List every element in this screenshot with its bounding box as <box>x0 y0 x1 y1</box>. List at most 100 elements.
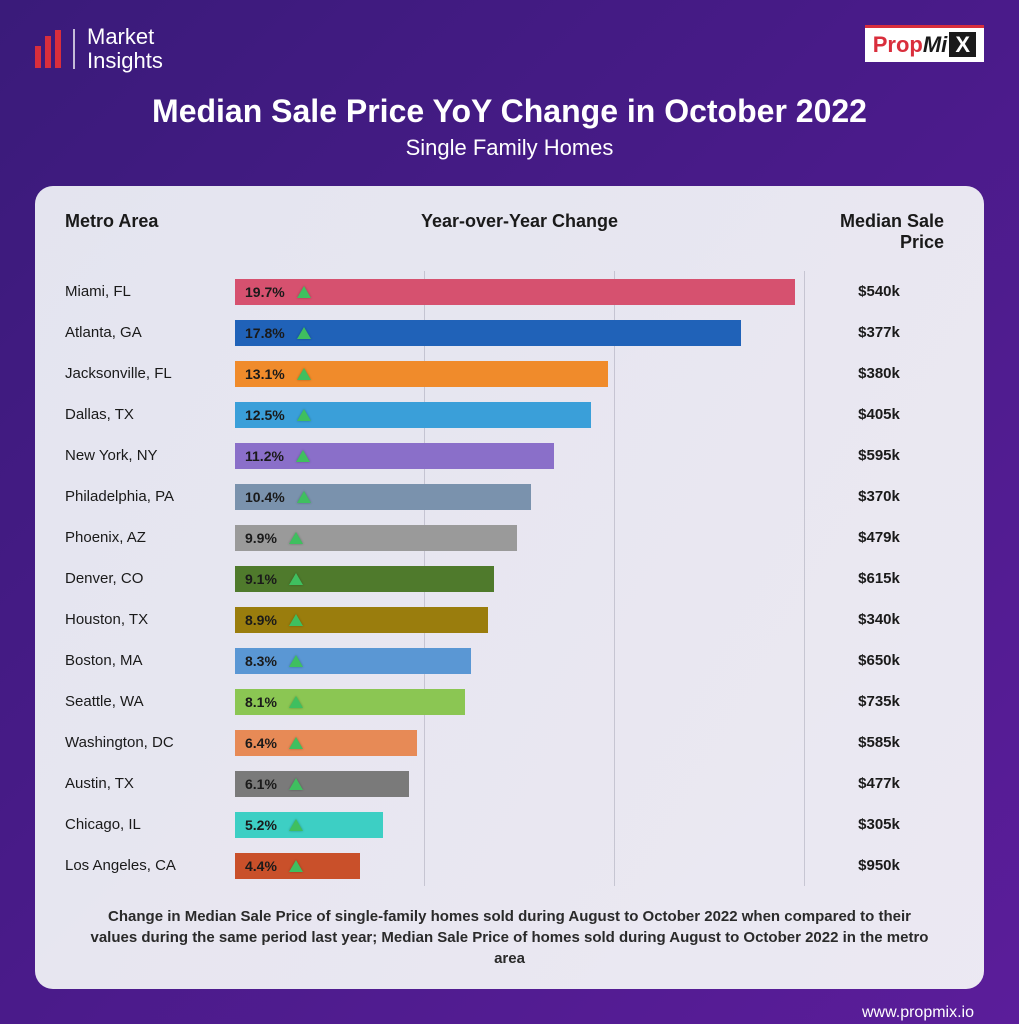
logo-x: X <box>949 32 976 57</box>
metro-label: New York, NY <box>65 447 235 464</box>
chart-row: Philadelphia, PA10.4%$370k <box>65 476 954 517</box>
bar-value: 17.8% <box>245 325 285 341</box>
logo-prop: Prop <box>873 32 923 57</box>
chart-row: Denver, CO 9.1% $615k <box>65 558 954 599</box>
price-value: $377k <box>804 324 954 341</box>
bar: 8.3% <box>235 648 471 674</box>
price-value: $540k <box>804 283 954 300</box>
bar-value: 11.2% <box>245 448 284 464</box>
header-change: Year-over-Year Change <box>235 211 804 253</box>
bar-cell: 10.4% <box>235 484 804 510</box>
bar-value: 10.4% <box>245 489 285 505</box>
up-arrow-icon <box>297 491 311 503</box>
up-arrow-icon <box>289 614 303 626</box>
price-value: $340k <box>804 611 954 628</box>
bar-cell: 17.8% <box>235 320 804 346</box>
price-value: $585k <box>804 734 954 751</box>
bar: 5.2% <box>235 812 383 838</box>
price-value: $380k <box>804 365 954 382</box>
bar-value: 5.2% <box>245 817 277 833</box>
metro-label: Phoenix, AZ <box>65 529 235 546</box>
up-arrow-icon <box>289 655 303 667</box>
bar: 6.4% <box>235 730 417 756</box>
bar-value: 13.1% <box>245 366 285 382</box>
bar: 17.8% <box>235 320 741 346</box>
bar-value: 8.1% <box>245 694 277 710</box>
up-arrow-icon <box>289 860 303 872</box>
bar-cell: 8.9% <box>235 607 804 633</box>
up-arrow-icon <box>297 327 311 339</box>
chart-row: Phoenix, AZ9.9%$479k <box>65 517 954 558</box>
price-value: $595k <box>804 447 954 464</box>
logo-bars-icon <box>35 30 61 68</box>
metro-label: Seattle, WA <box>65 693 235 710</box>
up-arrow-icon <box>289 819 303 831</box>
chart-rows: Miami, FL19.7%$540kAtlanta, GA17.8%$377k… <box>65 271 954 886</box>
bar-cell: 5.2% <box>235 812 804 838</box>
logo-line2: Insights <box>87 49 163 73</box>
bar: 9.1% <box>235 566 494 592</box>
up-arrow-icon <box>289 573 303 585</box>
chart-row: Austin, TX 6.1% $477k <box>65 763 954 804</box>
bar: 11.2% <box>235 443 554 469</box>
bar: 19.7% <box>235 279 795 305</box>
chart-row: Houston, TX 8.9% $340k <box>65 599 954 640</box>
chart-row: Jacksonville, FL 13.1% $380k <box>65 353 954 394</box>
bar-value: 19.7% <box>245 284 285 300</box>
bar: 8.1% <box>235 689 465 715</box>
price-value: $477k <box>804 775 954 792</box>
bar-cell: 4.4% <box>235 853 804 879</box>
bar-cell: 8.1% <box>235 689 804 715</box>
metro-label: Boston, MA <box>65 652 235 669</box>
price-value: $305k <box>804 816 954 833</box>
header-metro: Metro Area <box>65 211 235 253</box>
metro-label: Houston, TX <box>65 611 235 628</box>
metro-label: Austin, TX <box>65 775 235 792</box>
subtitle: Single Family Homes <box>35 135 984 161</box>
up-arrow-icon <box>289 778 303 790</box>
propmix-logo: PropMiX <box>865 25 984 62</box>
metro-label: Philadelphia, PA <box>65 488 235 505</box>
bar: 13.1% <box>235 361 608 387</box>
bar: 9.9% <box>235 525 517 551</box>
header-price: Median Sale Price <box>804 211 954 253</box>
metro-label: Chicago, IL <box>65 816 235 833</box>
main-title: Median Sale Price YoY Change in October … <box>35 93 984 130</box>
bar-value: 9.9% <box>245 530 277 546</box>
title-block: Median Sale Price YoY Change in October … <box>35 93 984 161</box>
metro-label: Denver, CO <box>65 570 235 587</box>
metro-label: Jacksonville, FL <box>65 365 235 382</box>
footer-url: www.propmix.io <box>35 1004 984 1022</box>
bar: 12.5% <box>235 402 591 428</box>
chart-row: New York, NY 11.2% $595k <box>65 435 954 476</box>
bar-cell: 6.1% <box>235 771 804 797</box>
chart-row: Chicago, IL 5.2% $305k <box>65 804 954 845</box>
logo-text: Market Insights <box>87 25 163 73</box>
logo-mi: Mi <box>923 32 947 57</box>
bar-value: 8.9% <box>245 612 277 628</box>
bar-cell: 12.5% <box>235 402 804 428</box>
bar-value: 8.3% <box>245 653 277 669</box>
chart-row: Atlanta, GA 17.8% $377k <box>65 312 954 353</box>
metro-label: Los Angeles, CA <box>65 857 235 874</box>
up-arrow-icon <box>289 737 303 749</box>
up-arrow-icon <box>297 286 311 298</box>
bar-value: 6.1% <box>245 776 277 792</box>
metro-label: Dallas, TX <box>65 406 235 423</box>
price-value: $615k <box>804 570 954 587</box>
price-value: $405k <box>804 406 954 423</box>
bar-cell: 9.1% <box>235 566 804 592</box>
chart-card: Metro Area Year-over-Year Change Median … <box>35 186 984 989</box>
chart-row: Washington, DC6.4% $585k <box>65 722 954 763</box>
bar: 8.9% <box>235 607 488 633</box>
bar-value: 4.4% <box>245 858 277 874</box>
metro-label: Washington, DC <box>65 734 235 751</box>
column-headers: Metro Area Year-over-Year Change Median … <box>65 211 954 253</box>
bar-cell: 8.3% <box>235 648 804 674</box>
chart-row: Miami, FL19.7%$540k <box>65 271 954 312</box>
up-arrow-icon <box>297 409 311 421</box>
metro-label: Atlanta, GA <box>65 324 235 341</box>
chart-row: Boston, MA 8.3% $650k <box>65 640 954 681</box>
bar-value: 9.1% <box>245 571 277 587</box>
price-value: $650k <box>804 652 954 669</box>
